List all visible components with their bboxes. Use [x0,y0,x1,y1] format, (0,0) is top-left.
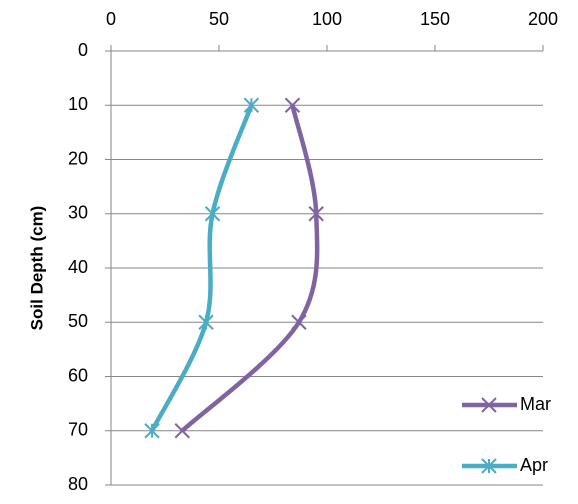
y-tick-label: 0 [78,40,88,60]
marker [204,206,221,222]
marker [481,397,497,413]
x-tick-label: 100 [312,9,342,29]
y-tick-label: 60 [68,365,88,385]
series-line [180,104,320,433]
x-tick-label: 50 [209,9,229,29]
marker [174,423,190,439]
marker [284,97,301,113]
marker [198,314,214,330]
marker [243,97,260,113]
y-tick-label: 50 [68,311,88,331]
y-tick-label: 40 [68,257,88,277]
legend-label: Apr [520,455,548,475]
marker [291,314,307,330]
legend-label: Mar [520,394,551,414]
y-tick-label: 80 [68,474,88,494]
x-tick-label: 200 [528,9,558,29]
marker [144,423,160,439]
y-tick-label: 10 [68,94,88,114]
y-axis-label: Soil Depth (cm) [27,206,46,331]
marker [481,458,497,474]
x-tick-label: 0 [106,9,116,29]
y-tick-label: 70 [68,420,88,440]
y-tick-label: 20 [68,148,88,168]
marker [308,206,324,222]
series-line [150,104,254,432]
y-tick-label: 30 [68,203,88,223]
x-tick-label: 150 [420,9,450,29]
